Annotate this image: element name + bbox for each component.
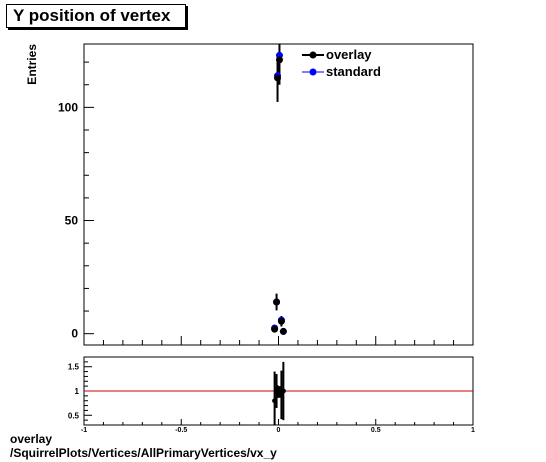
ratio-x-tick-label: 0.5 xyxy=(371,427,381,434)
overlay-point xyxy=(275,56,283,64)
caption-line-2: /SquirrelPlots/Vertices/AllPrimaryVertic… xyxy=(10,446,277,460)
main-data-marks xyxy=(271,44,287,335)
overlay-point xyxy=(273,298,281,306)
legend-standard-marker xyxy=(309,68,317,76)
y-axis-label: Entries xyxy=(25,44,39,85)
legend: overlay standard xyxy=(302,47,381,79)
ratio-data-marks xyxy=(84,361,473,425)
ratio-x-tick-label: 1 xyxy=(471,427,475,434)
main-axis-ticks: 0 50 100 xyxy=(58,61,474,345)
title-box: Y position of vertex xyxy=(6,4,186,28)
y-tick-label: 0 xyxy=(71,327,78,341)
legend-standard-label: standard xyxy=(326,64,381,79)
y-tick-label: 100 xyxy=(58,100,78,114)
ratio-y-tick-label: 1 xyxy=(75,387,80,396)
legend-overlay-label: overlay xyxy=(326,47,372,62)
y-tick-label: 50 xyxy=(65,214,79,228)
legend-overlay-marker xyxy=(309,51,317,59)
overlay-point xyxy=(271,325,279,333)
plot-title: Y position of vertex xyxy=(13,6,171,25)
overlay-point xyxy=(274,74,282,82)
ratio-y-tick-label: 0.5 xyxy=(68,411,80,420)
ratio-x-tick-label: 0 xyxy=(277,427,281,434)
ratio-x-tick-label: -1 xyxy=(81,427,87,434)
caption: overlay /SquirrelPlots/Vertices/AllPrima… xyxy=(10,432,277,460)
ratio-x-tick-label: -0.5 xyxy=(175,427,187,434)
overlay-point xyxy=(277,317,285,325)
ratio-point xyxy=(280,388,286,394)
overlay-point xyxy=(279,327,287,335)
ratio-y-tick-label: 1.5 xyxy=(68,363,80,372)
caption-line-1: overlay xyxy=(10,432,53,446)
ratio-axis-ticks: -1 -0.5 0 0.5 1 0.5 1 1.5 xyxy=(68,361,475,434)
